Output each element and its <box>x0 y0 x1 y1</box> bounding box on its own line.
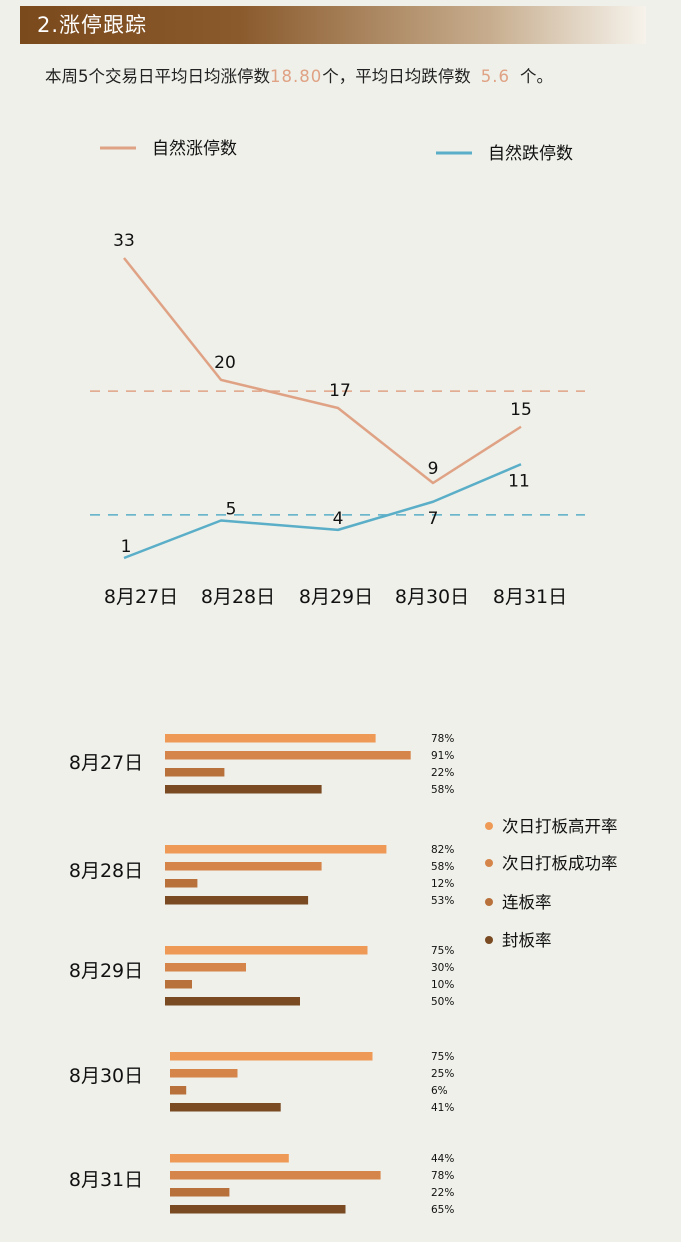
bar-legend-dot-3 <box>485 936 493 944</box>
bar-1-1 <box>165 862 322 871</box>
bar-value-label-4-1: 78% <box>431 1170 454 1182</box>
bar-value-label-1-3: 53% <box>431 895 454 907</box>
x-tick-label-1: 8月28日 <box>201 586 275 608</box>
data-label-0-4: 15 <box>510 400 532 420</box>
bar-value-label-1-1: 58% <box>431 861 454 873</box>
bar-2-2 <box>165 980 192 989</box>
bar-category-label-4: 8月31日 <box>69 1169 143 1191</box>
bar-value-label-2-1: 30% <box>431 962 454 974</box>
x-tick-label-3: 8月30日 <box>395 586 469 608</box>
bar-4-3 <box>170 1205 346 1214</box>
bar-4-0 <box>170 1154 289 1163</box>
bar-value-label-1-2: 12% <box>431 878 454 890</box>
section-header: 2.涨停跟踪 <box>20 6 646 44</box>
summary-suffix: 个。 <box>520 67 553 86</box>
summary-middle: 个，平均日均跌停数 <box>322 67 471 86</box>
bar-2-1 <box>165 963 246 972</box>
bar-1-3 <box>165 896 309 905</box>
bar-value-label-1-0: 82% <box>431 844 454 856</box>
bar-category-label-3: 8月30日 <box>69 1065 143 1087</box>
bar-category-label-2: 8月29日 <box>69 960 143 982</box>
bar-legend-label-2: 连板率 <box>502 893 552 912</box>
bar-legend-dot-2 <box>485 898 493 906</box>
bar-value-label-3-1: 25% <box>431 1068 454 1080</box>
avg-limit-down-value: 5.6 <box>480 67 510 86</box>
bar-value-label-4-3: 65% <box>431 1204 454 1216</box>
data-label-1-3: 7 <box>428 509 439 529</box>
x-tick-label-0: 8月27日 <box>104 586 178 608</box>
bar-2-0 <box>165 946 368 955</box>
bar-legend-label-0: 次日打板高开率 <box>502 817 618 836</box>
bar-value-label-3-2: 6% <box>431 1085 448 1097</box>
data-label-1-0: 1 <box>121 537 132 557</box>
bar-0-1 <box>165 751 411 760</box>
bar-0-0 <box>165 734 376 743</box>
bar-value-label-2-2: 10% <box>431 979 454 991</box>
bar-value-label-2-0: 75% <box>431 945 454 957</box>
bar-value-label-0-3: 58% <box>431 784 454 796</box>
bar-3-0 <box>170 1052 373 1061</box>
series-line-0 <box>123 257 522 485</box>
data-label-1-4: 11 <box>508 471 530 491</box>
bar-value-label-0-2: 22% <box>431 767 454 779</box>
avg-limit-up-value: 18.80 <box>270 67 323 86</box>
bar-2-3 <box>165 997 300 1006</box>
bar-value-label-0-0: 78% <box>431 733 454 745</box>
bar-value-label-3-3: 41% <box>431 1102 454 1114</box>
bar-category-label-1: 8月28日 <box>69 860 143 882</box>
data-label-0-3: 9 <box>428 459 439 479</box>
data-label-0-0: 33 <box>113 231 135 251</box>
bar-0-3 <box>165 785 322 794</box>
data-label-1-2: 4 <box>333 509 344 529</box>
bar-legend-label-3: 封板率 <box>502 931 552 950</box>
bar-value-label-0-1: 91% <box>431 750 454 762</box>
bar-3-2 <box>170 1086 187 1095</box>
bar-3-1 <box>170 1069 238 1078</box>
bar-value-label-4-0: 44% <box>431 1153 454 1165</box>
bar-legend-label-1: 次日打板成功率 <box>502 854 618 873</box>
summary-prefix: 本周5个交易日平均日均涨停数 <box>45 67 270 86</box>
bar-value-label-4-2: 22% <box>431 1187 454 1199</box>
data-label-1-1: 5 <box>226 500 237 520</box>
x-tick-label-2: 8月29日 <box>299 586 373 608</box>
bar-value-label-3-0: 75% <box>431 1051 454 1063</box>
weekly-summary: 本周5个交易日平均日均涨停数18.80个，平均日均跌停数 5.6 个。 <box>45 64 665 90</box>
bar-3-3 <box>170 1103 281 1112</box>
section-title: 2.涨停跟踪 <box>37 13 148 37</box>
bar-4-1 <box>170 1171 381 1180</box>
bar-1-0 <box>165 845 387 854</box>
bar-4-2 <box>170 1188 230 1197</box>
data-label-0-1: 20 <box>214 353 236 373</box>
bar-value-label-2-3: 50% <box>431 996 454 1008</box>
legend-label-1: 自然跌停数 <box>488 144 573 164</box>
x-tick-label-4: 8月31日 <box>493 586 567 608</box>
data-label-0-2: 17 <box>329 381 351 401</box>
bar-1-2 <box>165 879 198 888</box>
legend-label-0: 自然涨停数 <box>152 139 237 159</box>
bar-legend-dot-1 <box>485 859 493 867</box>
series-line-1 <box>123 463 522 560</box>
bar-0-2 <box>165 768 225 777</box>
bar-category-label-0: 8月27日 <box>69 752 143 774</box>
bar-legend-dot-0 <box>485 822 493 830</box>
